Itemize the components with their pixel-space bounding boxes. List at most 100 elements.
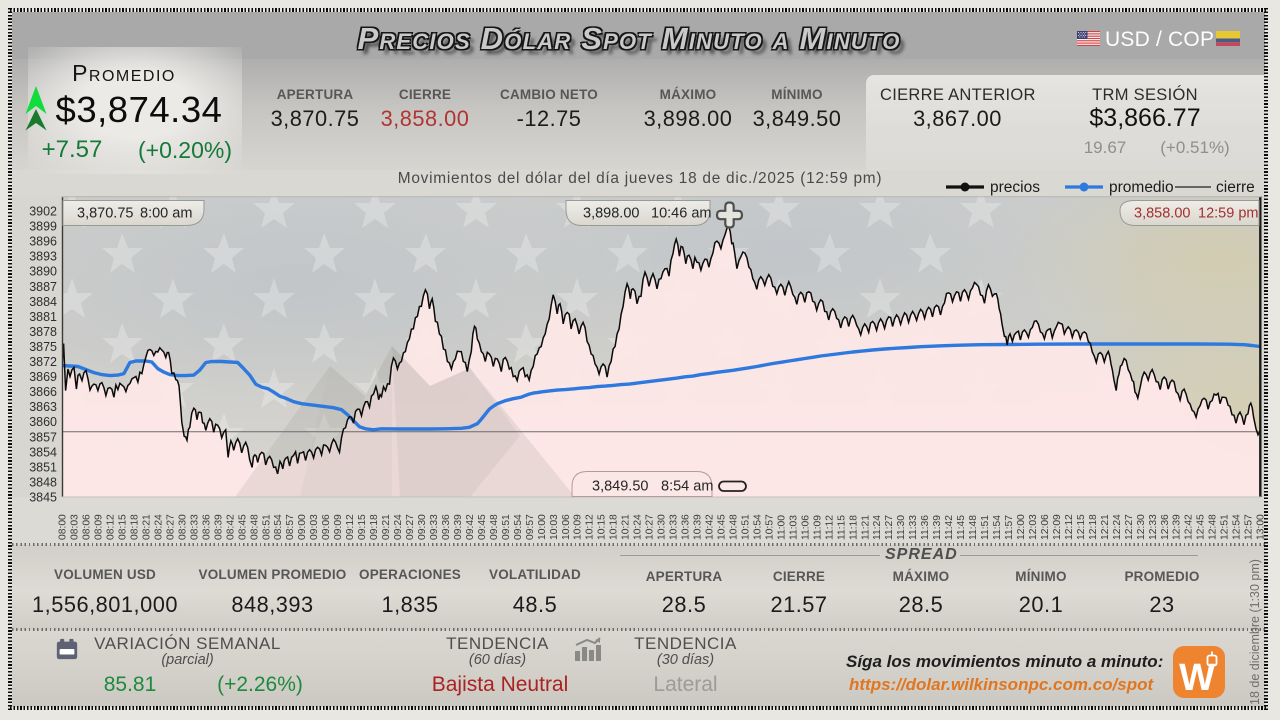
svg-text:12:45: 12:45 [1196,514,1207,540]
svg-text:11:39: 11:39 [932,515,943,540]
svg-text:09:06: 09:06 [321,514,332,540]
svg-text:10:45: 10:45 [717,514,728,540]
svg-text:08:15: 08:15 [118,514,129,540]
svg-text:3,898.00: 3,898.00 [583,206,639,222]
svg-text:09:54: 09:54 [513,514,524,540]
svg-text:09:48: 09:48 [489,514,500,540]
svg-text:11:36: 11:36 [920,515,931,540]
svg-text:3860: 3860 [29,415,57,429]
svg-text:12:12: 12:12 [1064,514,1075,540]
svg-text:12:09: 12:09 [1052,514,1063,540]
svg-text:3881: 3881 [29,310,57,324]
svg-text:promedio: promedio [1109,179,1174,196]
svg-text:3872: 3872 [29,355,57,369]
svg-text:precios: precios [990,179,1040,196]
svg-text:12:21: 12:21 [1100,514,1111,540]
svg-text:11:09: 11:09 [812,515,823,540]
svg-text:11:51: 11:51 [980,515,991,540]
svg-text:12:24: 12:24 [1112,514,1123,540]
svg-text:3899: 3899 [29,220,57,234]
svg-text:cierre: cierre [1216,179,1255,196]
svg-text:3902: 3902 [29,205,57,219]
svg-text:3,870.75: 3,870.75 [77,206,133,222]
svg-text:11:57: 11:57 [1004,515,1015,540]
svg-text:10:18: 10:18 [609,514,620,540]
svg-text:09:12: 09:12 [345,514,356,540]
svg-text:09:18: 09:18 [369,514,380,540]
svg-text:3,849.50: 3,849.50 [592,479,648,495]
svg-text:11:24: 11:24 [872,515,883,540]
svg-text:08:27: 08:27 [165,514,176,540]
svg-text:12:39: 12:39 [1172,514,1183,540]
svg-text:12:33: 12:33 [1148,514,1159,540]
svg-text:09:03: 09:03 [309,514,320,540]
svg-text:08:42: 08:42 [225,514,236,540]
svg-text:08:51: 08:51 [261,514,272,540]
svg-text:11:06: 11:06 [800,515,811,540]
svg-text:08:00: 08:00 [58,514,69,540]
svg-text:3893: 3893 [29,250,57,264]
svg-text:09:36: 09:36 [441,514,452,540]
svg-text:10:00: 10:00 [537,514,548,540]
svg-text:11:27: 11:27 [884,515,895,540]
svg-text:08:09: 08:09 [94,514,105,540]
svg-text:11:15: 11:15 [836,515,847,540]
svg-text:12:48: 12:48 [1208,514,1219,540]
svg-text:11:03: 11:03 [788,515,799,540]
svg-text:09:09: 09:09 [333,514,344,540]
svg-text:3887: 3887 [29,280,57,294]
svg-text:11:48: 11:48 [968,515,979,540]
svg-text:11:30: 11:30 [896,515,907,540]
svg-text:09:15: 09:15 [357,514,368,540]
svg-text:11:18: 11:18 [848,515,859,540]
svg-text:08:06: 08:06 [82,514,93,540]
svg-text:10:24: 10:24 [633,514,644,540]
svg-text:10:30: 10:30 [657,514,668,540]
svg-text:09:00: 09:00 [297,514,308,540]
svg-text:10:12: 10:12 [585,514,596,540]
svg-text:3890: 3890 [29,265,57,279]
svg-text:10:57: 10:57 [764,514,775,540]
svg-text:11:21: 11:21 [860,515,871,540]
svg-text:8:00 am: 8:00 am [140,206,192,222]
svg-text:08:33: 08:33 [189,514,200,540]
svg-text:12:42: 12:42 [1184,514,1195,540]
svg-text:09:21: 09:21 [381,514,392,540]
svg-text:3869: 3869 [29,370,57,384]
svg-text:12:59 pm: 12:59 pm [1198,206,1258,222]
svg-text:09:30: 09:30 [417,514,428,540]
svg-text:08:48: 08:48 [249,514,260,540]
svg-text:12:30: 12:30 [1136,514,1147,540]
svg-text:12:54: 12:54 [1232,514,1243,540]
svg-text:12:15: 12:15 [1076,514,1087,540]
svg-text:08:39: 08:39 [213,514,224,540]
svg-text:3884: 3884 [29,295,57,309]
svg-text:08:24: 08:24 [153,514,164,540]
svg-text:12:57: 12:57 [1244,514,1255,540]
svg-text:10:27: 10:27 [645,514,656,540]
svg-text:09:57: 09:57 [525,514,536,540]
svg-text:3848: 3848 [29,475,57,489]
svg-text:08:21: 08:21 [142,514,153,540]
svg-text:08:36: 08:36 [201,514,212,540]
svg-text:10:09: 10:09 [573,514,584,540]
svg-text:3896: 3896 [29,235,57,249]
svg-text:10:39: 10:39 [693,514,704,540]
svg-text:3863: 3863 [29,400,57,414]
svg-text:08:30: 08:30 [177,514,188,540]
svg-text:09:51: 09:51 [501,514,512,540]
svg-text:09:27: 09:27 [405,514,416,540]
svg-text:10:03: 10:03 [549,514,560,540]
svg-text:12:18: 12:18 [1088,514,1099,540]
svg-text:10:46 am: 10:46 am [651,206,711,222]
svg-text:12:27: 12:27 [1124,514,1135,540]
svg-text:10:33: 10:33 [669,514,680,540]
svg-text:11:45: 11:45 [956,515,967,540]
svg-text:11:12: 11:12 [824,515,835,540]
svg-text:3,858.00: 3,858.00 [1134,206,1190,222]
svg-text:10:06: 10:06 [561,514,572,540]
svg-text:11:00: 11:00 [776,515,787,540]
svg-text:10:36: 10:36 [681,514,692,540]
svg-text:08:12: 08:12 [106,514,117,540]
svg-text:12:51: 12:51 [1220,514,1231,540]
